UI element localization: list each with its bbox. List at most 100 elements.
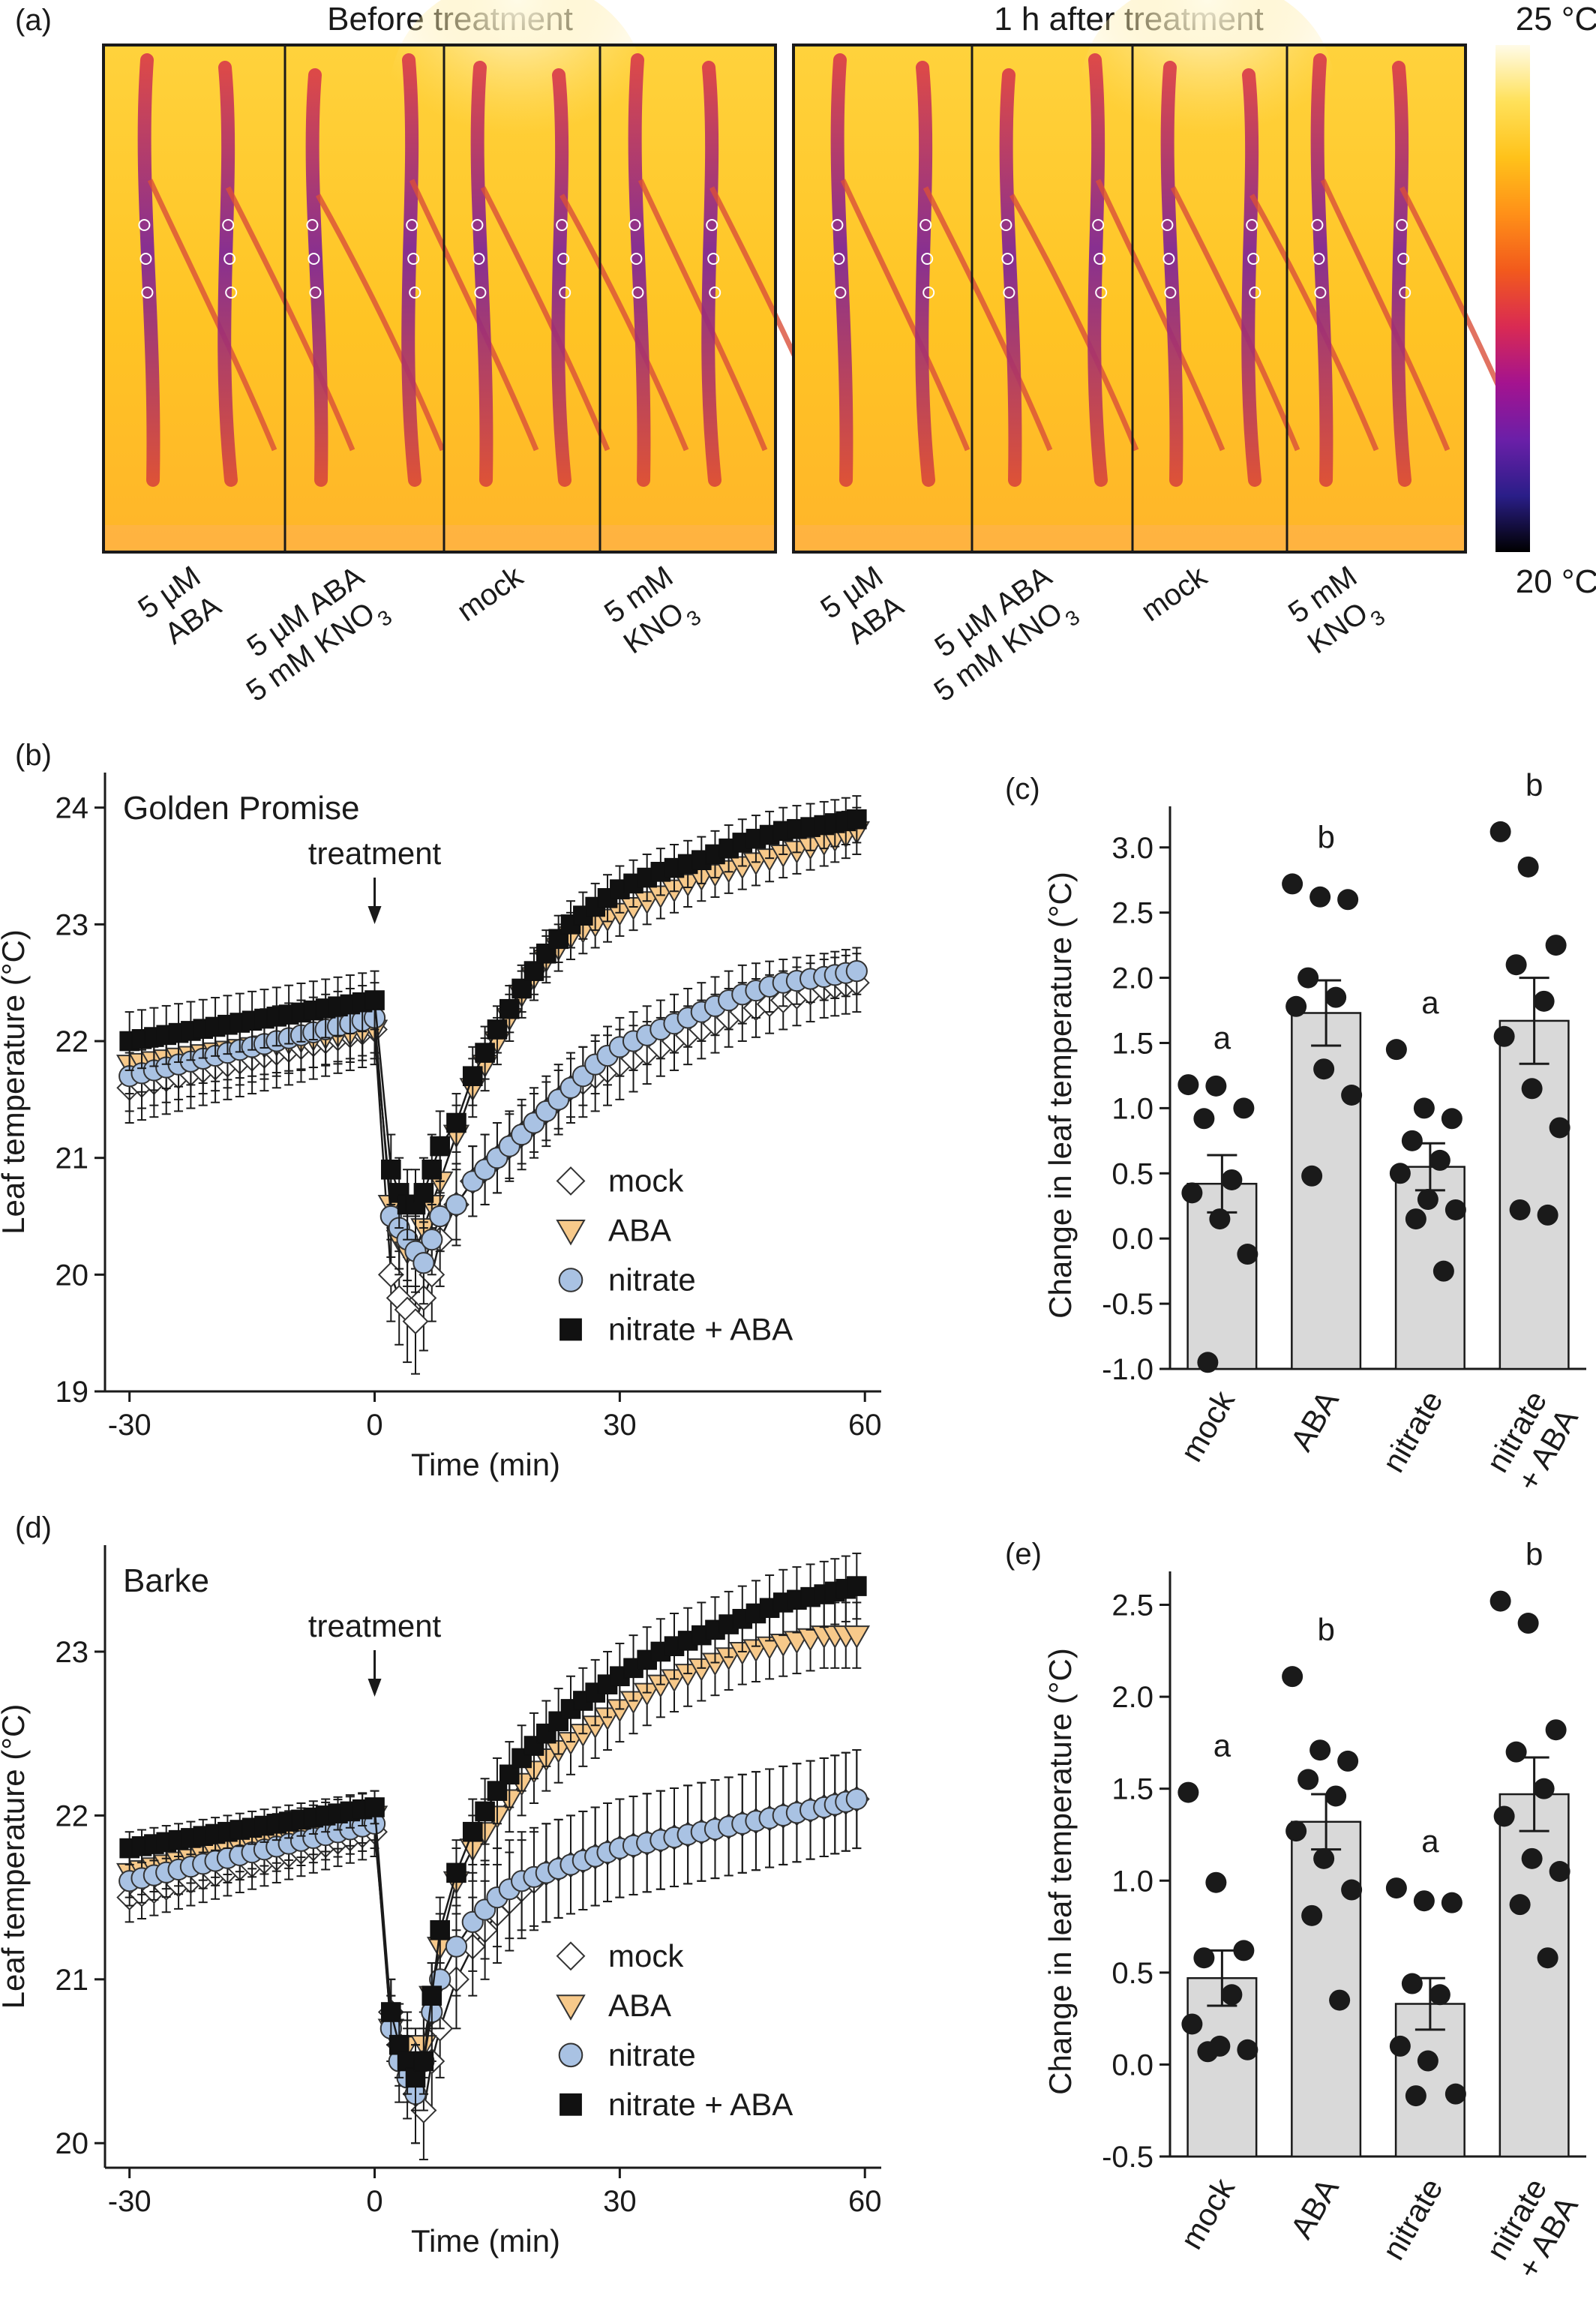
- measurement-spot: [709, 287, 722, 299]
- data-point: [1193, 1947, 1215, 1969]
- significance-letter: b: [1526, 1537, 1543, 1572]
- treatment-arrow-head: [368, 906, 382, 924]
- bar: [1186, 1976, 1258, 2158]
- leaf-blade: [701, 61, 722, 487]
- leaf-blade-secondary: [559, 194, 689, 452]
- category-label-line: nitrate: [1376, 2172, 1450, 2266]
- leaf-blade-secondary: [1170, 186, 1300, 452]
- subscript-3: 3: [1366, 605, 1389, 631]
- x-tick-label: 30: [603, 2185, 637, 2218]
- data-point: [1517, 856, 1539, 878]
- panel-b-line-chart: (b) Golden Promise 19 20 21 22 23 24 -30 0 30 60 Tim…: [0, 739, 881, 1482]
- data-point: [1310, 1739, 1331, 1761]
- data-point: [1549, 1861, 1570, 1882]
- leaf-blade: [137, 53, 160, 487]
- data-point: [1545, 1719, 1567, 1741]
- data-point: [1310, 886, 1331, 908]
- marker-square: [413, 2051, 434, 2072]
- colorbar: [1496, 45, 1530, 552]
- y-tick-label: -0.5: [1102, 1288, 1154, 1321]
- leaf-blade-secondary: [1320, 179, 1450, 452]
- leaf-blade: [628, 53, 651, 487]
- y-tick-label: 1.5: [1112, 1773, 1154, 1806]
- measurement-spot: [471, 219, 484, 231]
- bar-group-nitrate: b: [1490, 1537, 1570, 2158]
- data-point: [1178, 1781, 1199, 1803]
- y-tick-label: 20: [56, 2127, 89, 2160]
- marker-square: [364, 1797, 385, 1817]
- treatment-arrow-head: [368, 1679, 382, 1697]
- data-point: [1505, 954, 1527, 976]
- y-axis-label: Leaf temperature (°C): [0, 929, 31, 1235]
- measurement-spot: [1312, 253, 1325, 265]
- y-tick-label: 2.0: [1112, 962, 1154, 995]
- series-nitrate: [118, 1749, 868, 2144]
- significance-letter: a: [1214, 1020, 1232, 1055]
- measurement-spot: [1095, 287, 1108, 299]
- treatment-annotation: treatment: [308, 1608, 442, 1643]
- marker-square: [475, 1801, 495, 1822]
- data-point: [1286, 995, 1307, 1017]
- measurement-spot: [409, 287, 422, 299]
- y-tick-label: 1.0: [1112, 1092, 1154, 1125]
- category-label: mock: [1173, 2171, 1241, 2255]
- marker-square: [388, 2034, 410, 2055]
- marker-square: [560, 1318, 582, 1341]
- leaf-blade: [470, 61, 494, 487]
- data-point: [1286, 1820, 1307, 1842]
- measurement-spot: [1162, 253, 1175, 265]
- y-tick-label: 2.5: [1112, 1589, 1154, 1622]
- data-point: [1237, 1244, 1258, 1265]
- leaf-blade: [1391, 61, 1412, 487]
- data-point: [1537, 1204, 1558, 1226]
- measurement-spot: [309, 287, 322, 299]
- marker-diamond: [556, 1941, 586, 1971]
- leaf-blade-secondary: [480, 186, 610, 452]
- leaf-blade: [915, 61, 935, 487]
- data-point: [1325, 1785, 1347, 1807]
- y-tick-label: 3.0: [1112, 832, 1154, 865]
- measurement-spot: [921, 253, 934, 265]
- x-tick-label: 0: [366, 2185, 382, 2218]
- x-tick-label: 0: [366, 1409, 382, 1442]
- measurement-spot: [141, 287, 154, 299]
- treatment-label: mock: [452, 560, 530, 628]
- measurement-spot: [920, 219, 932, 231]
- marker-circle: [845, 1787, 868, 1811]
- data-point: [1533, 1778, 1555, 1799]
- data-point: [1325, 986, 1347, 1008]
- marker-square: [560, 2093, 582, 2116]
- data-point: [1545, 935, 1567, 956]
- x-tick-label: -30: [108, 1409, 152, 1442]
- legend-label: ABA: [608, 1988, 671, 2023]
- legend-label: nitrate + ABA: [608, 1312, 793, 1347]
- data-point: [1444, 1199, 1466, 1220]
- marker-triangle: [556, 1220, 586, 1246]
- marker-square: [430, 1136, 450, 1157]
- marker-square: [381, 2002, 401, 2022]
- marker-square: [475, 1043, 495, 1063]
- measurement-spot: [559, 287, 572, 299]
- bar-group-nitrate: a: [1385, 1823, 1466, 2158]
- bar-group-aba: b: [1282, 819, 1363, 1370]
- marker-square: [847, 809, 867, 830]
- data-point: [1205, 1871, 1227, 1893]
- measurement-spot: [140, 253, 152, 265]
- thermal-image-after: [792, 0, 1529, 554]
- panel-label: (c): [1005, 773, 1040, 806]
- leaf-blade-secondary: [922, 186, 1053, 452]
- bar-group-aba: b: [1282, 1612, 1363, 2158]
- measurement-spot: [1000, 219, 1012, 231]
- x-axis-label: Time (min): [411, 2223, 560, 2258]
- data-point: [1405, 1208, 1426, 1230]
- data-point: [1401, 1130, 1423, 1151]
- data-point: [1517, 1613, 1539, 1634]
- marker-circle: [421, 1229, 443, 1251]
- data-point: [1417, 1189, 1438, 1211]
- soil-strip: [794, 525, 1466, 552]
- y-tick-label: -1.0: [1102, 1353, 1154, 1386]
- data-point: [1417, 2050, 1438, 2072]
